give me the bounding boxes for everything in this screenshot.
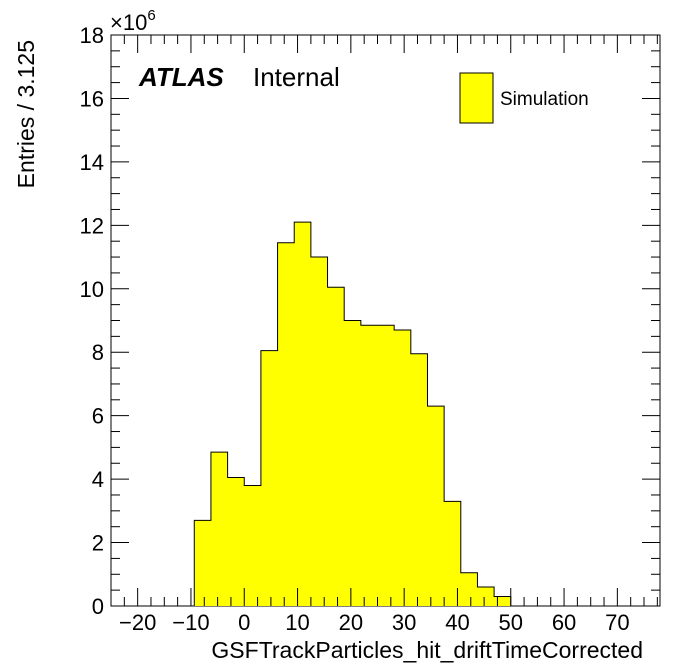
y-tick-label: 16 bbox=[80, 86, 104, 111]
x-axis-title: GSFTrackParticles_hit_driftTimeCorrected bbox=[211, 637, 643, 663]
y-tick-label: 14 bbox=[80, 150, 104, 175]
plot-area bbox=[110, 34, 661, 607]
y-tick-label: 2 bbox=[92, 531, 104, 556]
y-tick-label: 6 bbox=[92, 404, 104, 429]
x-axis-ticks bbox=[110, 35, 658, 606]
y-tick-label: 10 bbox=[80, 277, 104, 302]
x-axis-tick-labels: −20 −10 0 10 20 30 40 50 60 70 bbox=[119, 610, 630, 635]
y-tick-label: 8 bbox=[92, 340, 104, 365]
x-tick-label: 40 bbox=[445, 610, 469, 635]
legend: Simulation bbox=[459, 72, 589, 124]
y-axis-ticks bbox=[111, 34, 660, 607]
legend-label-simulation: Simulation bbox=[500, 89, 589, 110]
x-tick-label: 10 bbox=[285, 610, 309, 635]
x-tick-label: 30 bbox=[392, 610, 416, 635]
histogram-outline bbox=[193, 221, 512, 606]
y-tick-label: 18 bbox=[80, 23, 104, 48]
atlas-label: ATLAS bbox=[138, 62, 224, 92]
x-tick-label: −10 bbox=[172, 610, 209, 635]
y-axis-multiplier-exponent: 6 bbox=[147, 7, 155, 24]
y-tick-label: 4 bbox=[92, 467, 104, 492]
y-axis-tick-labels: 0 2 4 6 8 10 12 14 16 18 bbox=[80, 23, 104, 619]
y-tick-label: 12 bbox=[80, 213, 104, 238]
histogram-fill bbox=[194, 222, 511, 606]
internal-label: Internal bbox=[253, 62, 340, 92]
y-axis-title: Entries / 3.125 bbox=[13, 40, 39, 188]
x-tick-label: 60 bbox=[552, 610, 576, 635]
x-tick-label: −20 bbox=[119, 610, 156, 635]
x-tick-label: 0 bbox=[238, 610, 250, 635]
y-axis-multiplier: ×106 bbox=[110, 7, 156, 35]
x-tick-label: 20 bbox=[339, 610, 363, 635]
x-tick-label: 70 bbox=[605, 610, 629, 635]
y-axis-multiplier-base: ×10 bbox=[110, 10, 147, 35]
x-tick-label: 50 bbox=[499, 610, 523, 635]
y-tick-label: 0 bbox=[92, 594, 104, 619]
legend-swatch-simulation bbox=[459, 72, 494, 124]
